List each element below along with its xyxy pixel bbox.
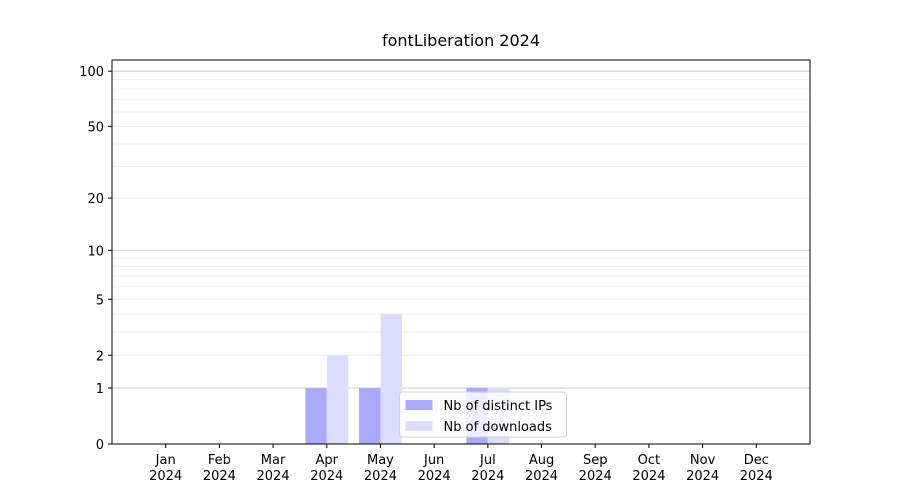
- y-tick-label: 10: [87, 244, 104, 259]
- bar: [380, 313, 402, 444]
- y-tick-label: 5: [96, 293, 104, 308]
- x-tick-label: Nov 2024: [686, 453, 720, 484]
- legend: Nb of distinct IPs Nb of downloads: [399, 391, 567, 438]
- y-tick-label: 100: [79, 65, 104, 80]
- bar: [358, 388, 381, 444]
- bar: [326, 355, 349, 444]
- bar: [305, 388, 327, 444]
- y-tick-label: 2: [96, 349, 104, 364]
- grid: [112, 70, 810, 445]
- legend-label: Nb of downloads: [444, 420, 553, 435]
- x-tick-label: Jul 2024: [471, 453, 505, 484]
- chart-title: fontLiberation 2024: [382, 31, 540, 50]
- plot-frame: [111, 59, 811, 445]
- legend-swatch: [405, 421, 433, 431]
- y-tick-label: 1: [96, 382, 104, 397]
- legend-box: [399, 391, 567, 438]
- x-tick-label: Sep 2024: [578, 453, 612, 484]
- x-tick-label: Feb 2024: [202, 453, 236, 484]
- x-tick-label: Jun 2024: [417, 453, 451, 484]
- legend-label: Nb of distinct IPs: [444, 399, 553, 414]
- x-tick-label: Mar 2024: [256, 453, 290, 484]
- x-tick-label: Jan 2024: [149, 453, 183, 484]
- y-tick-label: 20: [87, 192, 104, 207]
- x-tick-label: May 2024: [363, 453, 397, 484]
- legend-swatch: [405, 400, 433, 410]
- y-tick-label: 50: [87, 120, 104, 135]
- x-tick-label: Apr 2024: [310, 453, 344, 484]
- x-tick-label: Aug 2024: [524, 453, 559, 484]
- y-tick-label: 0: [96, 438, 104, 453]
- x-tick-label: Dec 2024: [739, 453, 773, 484]
- x-tick-label: Oct 2024: [632, 453, 666, 484]
